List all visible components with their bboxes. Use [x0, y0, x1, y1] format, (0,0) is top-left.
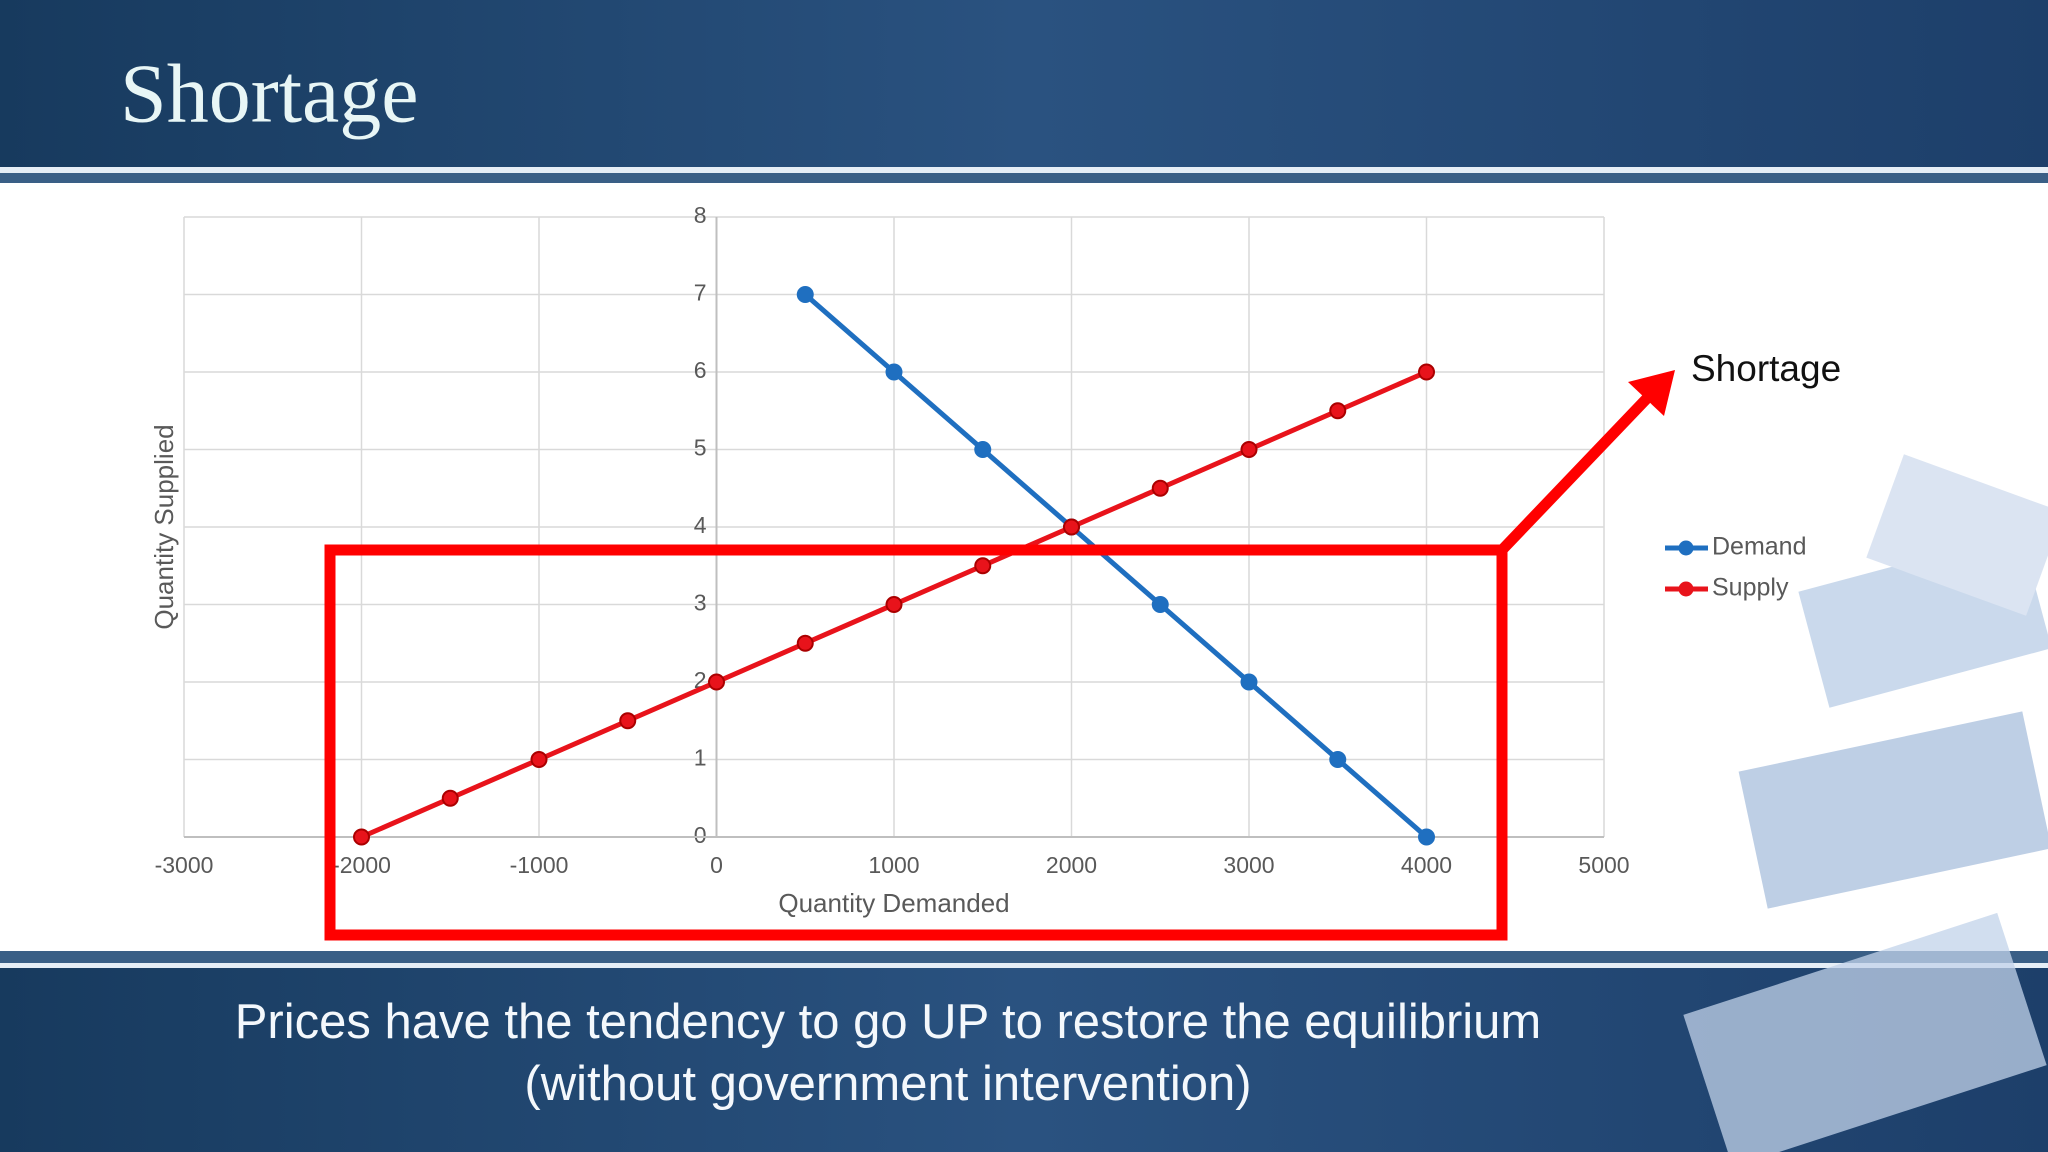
- data-point: [885, 363, 903, 381]
- x-tick-label: 0: [710, 852, 723, 878]
- x-tick-label: 3000: [1223, 852, 1274, 878]
- x-tick-label: 4000: [1401, 852, 1452, 878]
- y-tick-label: 3: [694, 590, 707, 616]
- data-point: [530, 751, 548, 768]
- chart-background: [0, 183, 2048, 951]
- y-tick-label: 4: [694, 512, 707, 538]
- data-point: [1418, 363, 1435, 381]
- footer-text: Prices have the tendency to go UP to res…: [235, 995, 1542, 1049]
- data-point: [708, 673, 725, 691]
- data-point: [353, 828, 370, 846]
- annotation: Shortage: [1691, 348, 1841, 389]
- data-point: [1151, 479, 1169, 497]
- x-tick-label: -3000: [155, 852, 214, 878]
- x-axis-title: Quantity Demanded: [778, 888, 1009, 918]
- x-tick-label: -1000: [510, 852, 569, 878]
- series-line: [803, 292, 1429, 839]
- data-point: [885, 596, 903, 613]
- arrow-shaft: [1498, 389, 1656, 554]
- y-tick-label: 6: [694, 357, 707, 383]
- x-tick-label: 2000: [1046, 852, 1097, 878]
- data-point: [1329, 402, 1347, 420]
- legend-marker: [1678, 540, 1694, 556]
- banknote: [1683, 912, 2047, 1152]
- data-point: [1240, 441, 1258, 458]
- x-tick-label: -2000: [332, 852, 391, 878]
- data-point: [1418, 828, 1435, 846]
- banknotes: [1683, 454, 2048, 1152]
- data-point: [619, 712, 637, 730]
- y-tick-label: 5: [694, 435, 707, 461]
- y-tick-label: 7: [694, 280, 707, 306]
- header-rule: [0, 173, 2048, 183]
- x-tick-label: 1000: [868, 852, 919, 878]
- data-point: [1329, 751, 1347, 768]
- header-rule: [0, 167, 2048, 173]
- x-tick-label: 5000: [1578, 852, 1629, 878]
- slide-title: Shortage: [120, 47, 419, 140]
- data-point: [974, 557, 992, 575]
- y-tick-label: 8: [694, 202, 707, 228]
- y-axis-title: Quantity Supplied: [149, 424, 179, 629]
- legend-label: Demand: [1712, 533, 1807, 561]
- y-tick-label: 0: [694, 822, 707, 848]
- data-point: [796, 286, 814, 303]
- arrow-head: [1628, 370, 1675, 416]
- data-point: [1240, 673, 1258, 691]
- highlight-box: [324, 544, 1508, 941]
- y-tick-label: 1: [694, 745, 707, 771]
- banknote: [1866, 454, 2048, 616]
- legend-label: Supply: [1712, 574, 1789, 602]
- data-point: [974, 441, 992, 458]
- footer-rule: [0, 963, 2048, 968]
- data-point: [441, 789, 459, 807]
- header-band: [0, 0, 2048, 167]
- banknote: [1738, 711, 2048, 909]
- footer-rule: [0, 951, 2048, 963]
- footer-text: (without government intervention): [524, 1057, 1251, 1111]
- data-point: [796, 634, 814, 652]
- data-point: [1151, 596, 1169, 613]
- data-point: [1063, 518, 1080, 536]
- legend-marker: [1678, 581, 1694, 597]
